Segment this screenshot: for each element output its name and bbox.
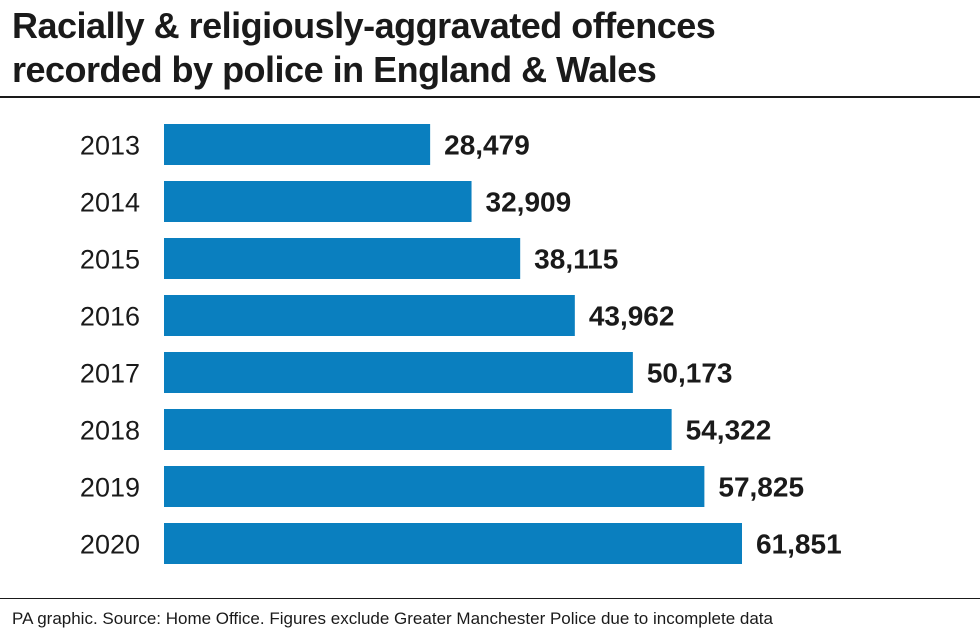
footer-divider <box>0 598 980 599</box>
bar-value-label: 57,825 <box>718 472 804 503</box>
y-tick-label: 2019 <box>80 473 140 503</box>
y-tick-label: 2017 <box>80 359 140 389</box>
chart-title: Racially & religiously-aggravated offenc… <box>12 4 962 92</box>
bar-row-2015: 2015 38,115 <box>80 238 618 279</box>
bar-value-label: 32,909 <box>486 187 572 218</box>
bar <box>164 523 742 564</box>
bar-value-label: 43,962 <box>589 301 675 332</box>
y-tick-label: 2014 <box>80 188 140 218</box>
bar-chart: 2013 28,479 2014 32,909 2015 38,115 2016 43,962… <box>80 124 842 564</box>
title-divider <box>0 96 980 98</box>
bar-row-2017: 2017 50,173 <box>80 352 733 393</box>
bar <box>164 466 705 507</box>
bar <box>164 124 431 165</box>
y-tick-label: 2016 <box>80 302 140 332</box>
source-note: PA graphic. Source: Home Office. Figures… <box>12 609 773 628</box>
y-tick-label: 2020 <box>80 530 140 560</box>
bar-row-2018: 2018 54,322 <box>80 409 771 450</box>
bar-value-label: 50,173 <box>647 358 733 389</box>
bar-row-2014: 2014 32,909 <box>80 181 571 222</box>
bar-row-2019: 2019 57,825 <box>80 466 804 507</box>
bar-row-2013: 2013 28,479 <box>80 124 530 165</box>
chart-title-line-1: Racially & religiously-aggravated offenc… <box>12 5 716 46</box>
bar <box>164 352 633 393</box>
bar-row-2016: 2016 43,962 <box>80 295 675 336</box>
bar-value-label: 28,479 <box>444 130 530 161</box>
bar-value-label: 54,322 <box>686 415 772 446</box>
bar <box>164 409 672 450</box>
y-tick-label: 2013 <box>80 131 140 161</box>
bar <box>164 181 472 222</box>
bar-value-label: 38,115 <box>534 244 618 275</box>
bar-value-label: 61,851 <box>756 529 842 560</box>
y-tick-label: 2018 <box>80 416 140 446</box>
bar <box>164 238 521 279</box>
bar-row-2020: 2020 61,851 <box>80 523 842 564</box>
y-tick-label: 2015 <box>80 245 140 275</box>
chart-title-line-2: recorded by police in England & Wales <box>12 49 657 90</box>
bar <box>164 295 575 336</box>
